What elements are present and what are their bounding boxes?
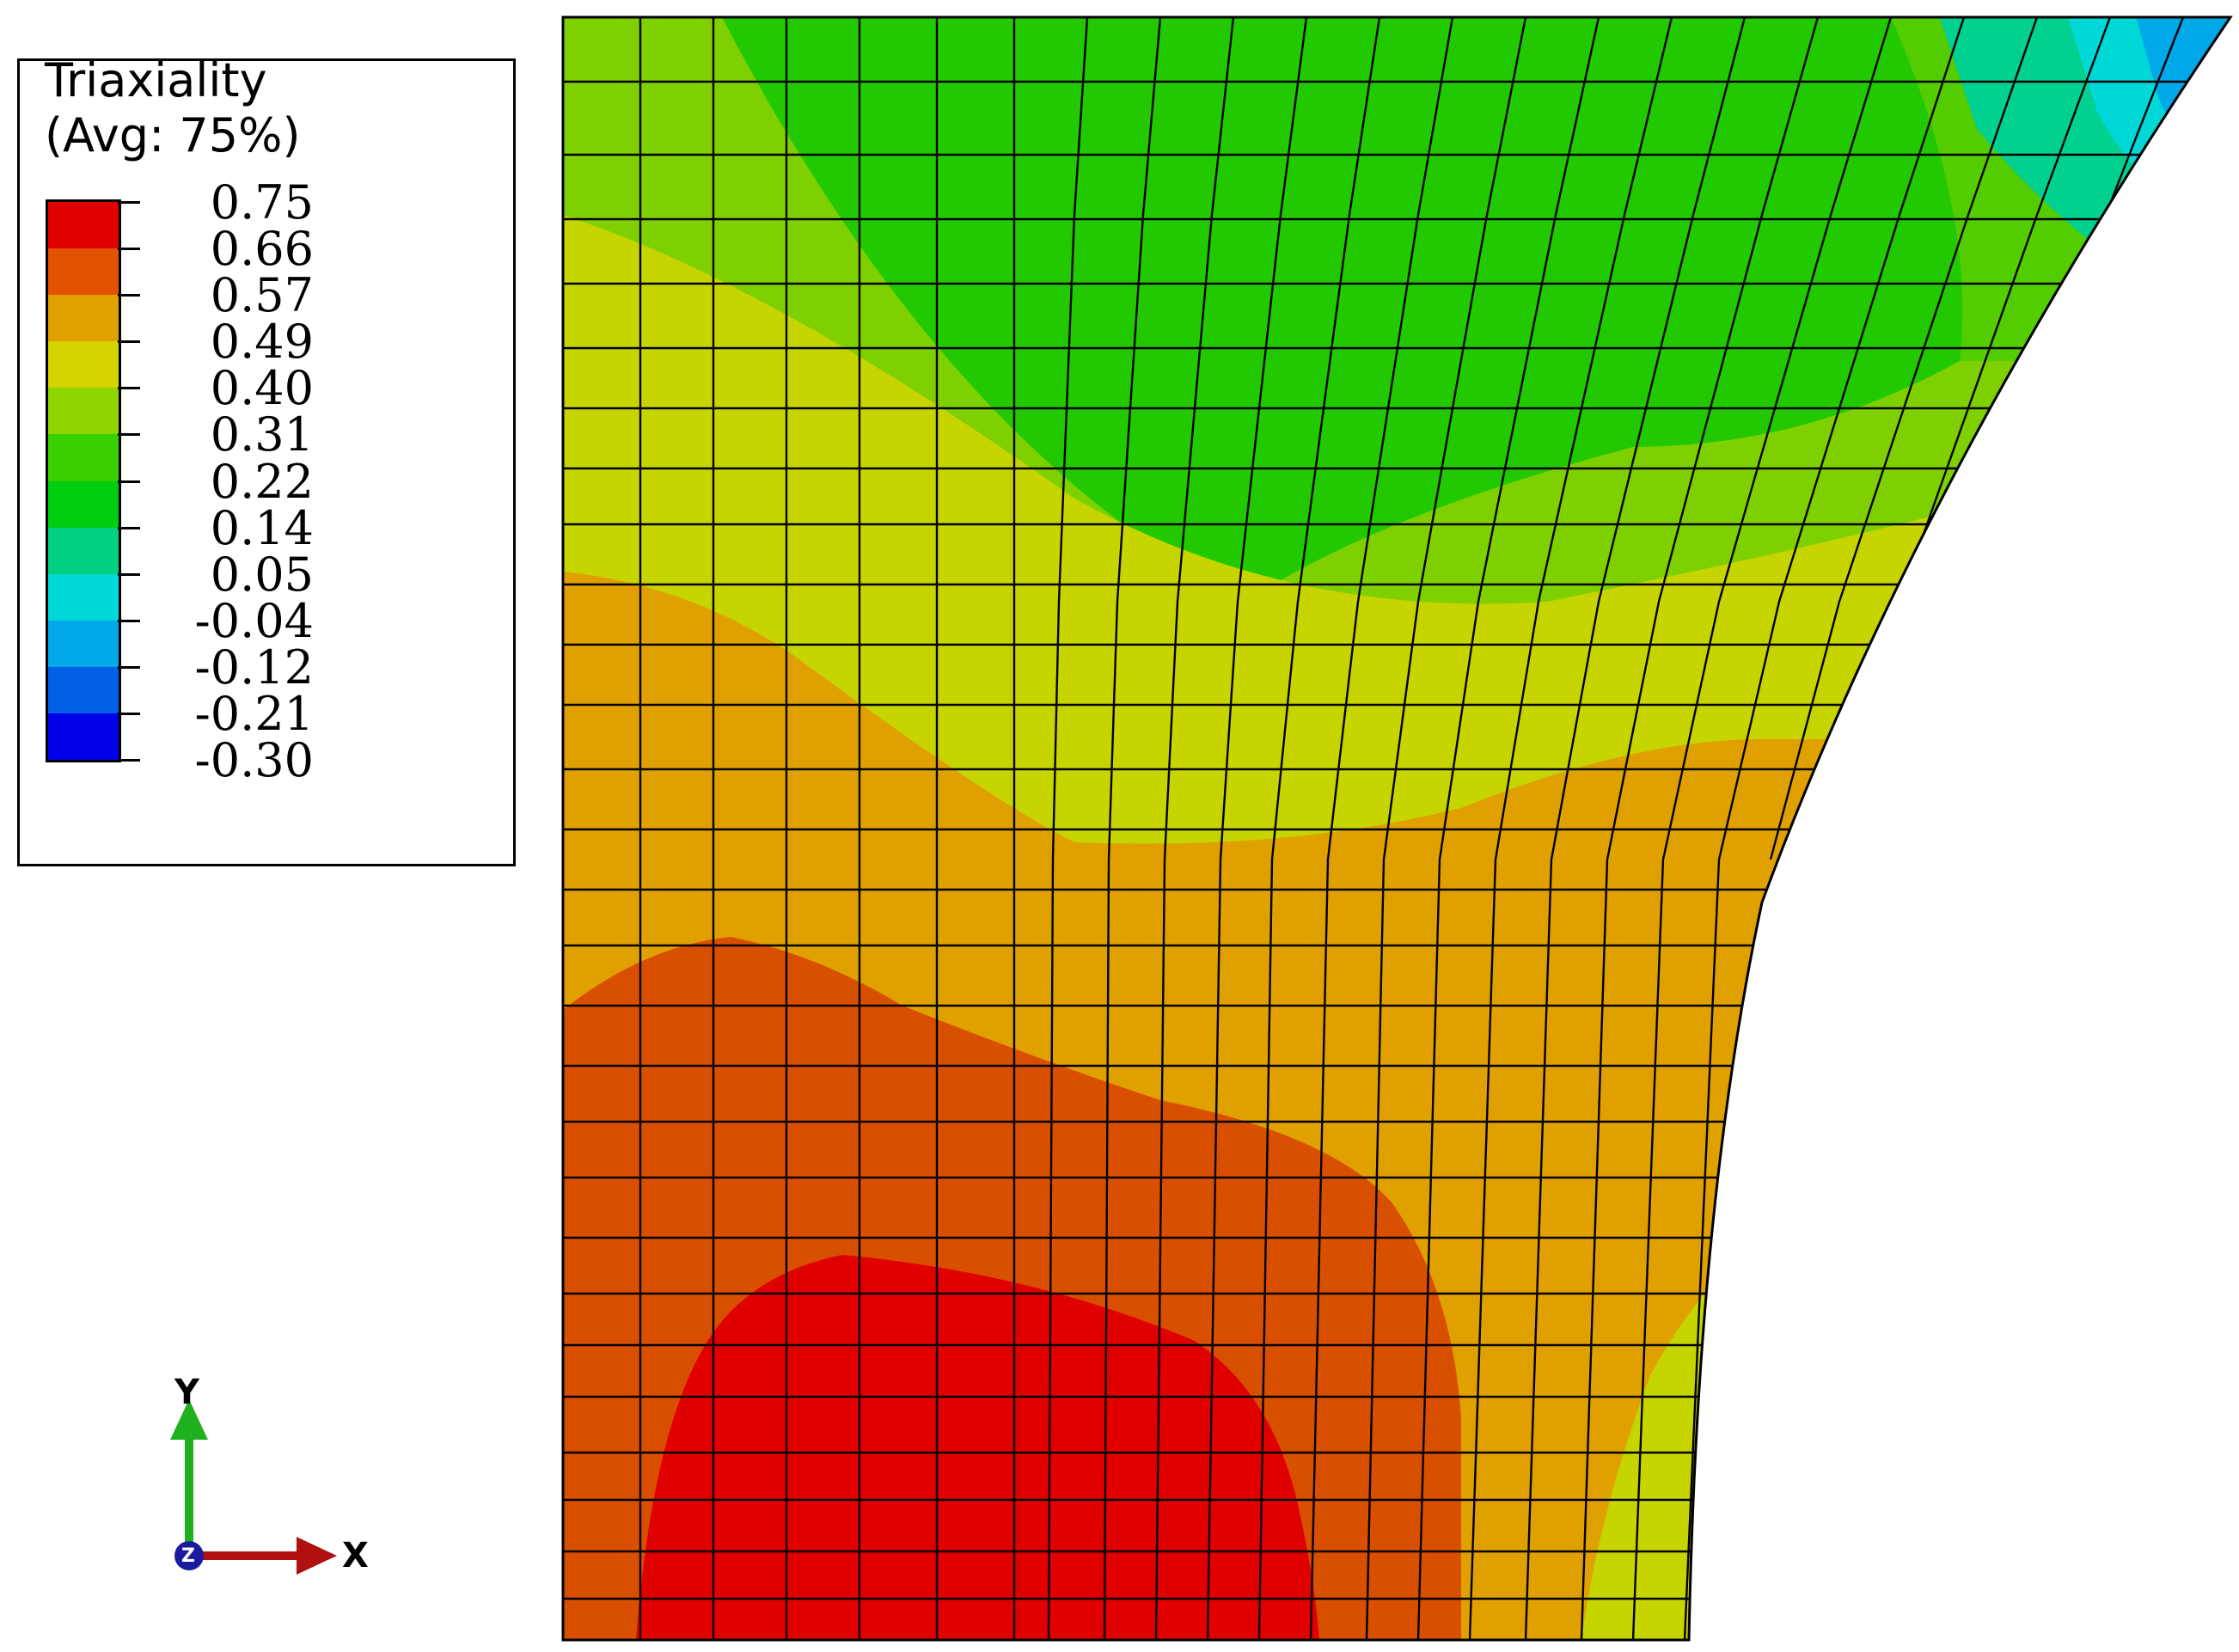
legend-level-label: -0.21 [194,686,314,741]
legend-tick [118,480,140,483]
legend-swatch [48,434,119,481]
axis-triad [170,1399,337,1575]
legend-tick [118,619,140,622]
legend-swatch [48,248,119,296]
triad-x-label: X [342,1536,369,1576]
legend-level-label: 0.66 [210,222,314,277]
legend-swatch [48,527,119,575]
contour-band-blue [2200,52,2230,215]
legend-level-label: 0.22 [210,454,314,509]
legend-tick [118,433,140,437]
legend-level-label: 0.40 [210,361,314,416]
legend-level-label: 0.75 [210,175,314,229]
legend-level-label: 0.31 [210,407,314,462]
triad-y-arrowhead [170,1399,208,1440]
legend-swatch [48,620,119,668]
legend-title: Triaxiality [45,53,267,107]
triad-x-arrowhead [297,1537,337,1575]
legend-tick [118,526,140,529]
triad-origin-dot [174,1541,204,1570]
legend-swatch [48,295,119,342]
legend-colorbar [46,199,121,762]
legend-swatch [48,388,119,435]
deformed-part [563,17,2230,1640]
legend-subtitle: (Avg: 75%) [45,108,301,162]
legend-level-label: 0.14 [210,500,314,555]
part-outline [561,15,2233,1642]
legend-level-label: 0.57 [210,268,314,323]
legend-level-label: -0.30 [194,733,314,787]
legend-level-label: 0.49 [210,315,314,370]
legend-tick [118,665,140,669]
legend-level-label: -0.04 [194,593,314,648]
legend-swatch [48,666,119,714]
contour-band-bright-green [722,17,1963,602]
legend-tick [118,712,140,715]
triad-y-label: Y [174,1373,199,1412]
triad-origin-label: Z [181,1545,195,1567]
contour-band-red [636,1255,1319,1640]
legend-level-label: 0.05 [210,547,314,602]
legend-tick [118,572,140,576]
legend-swatch [48,202,119,249]
legend-tick [118,294,140,297]
legend-swatch [48,573,119,621]
legend-tick [118,201,140,204]
legend-tick [118,387,140,390]
legend-tick [118,759,140,762]
legend-swatch [48,480,119,529]
legend-swatch [48,341,119,389]
legend-swatch [48,713,119,761]
legend-tick [118,248,140,251]
legend-tick [118,340,140,344]
legend-level-label: -0.12 [194,639,314,694]
